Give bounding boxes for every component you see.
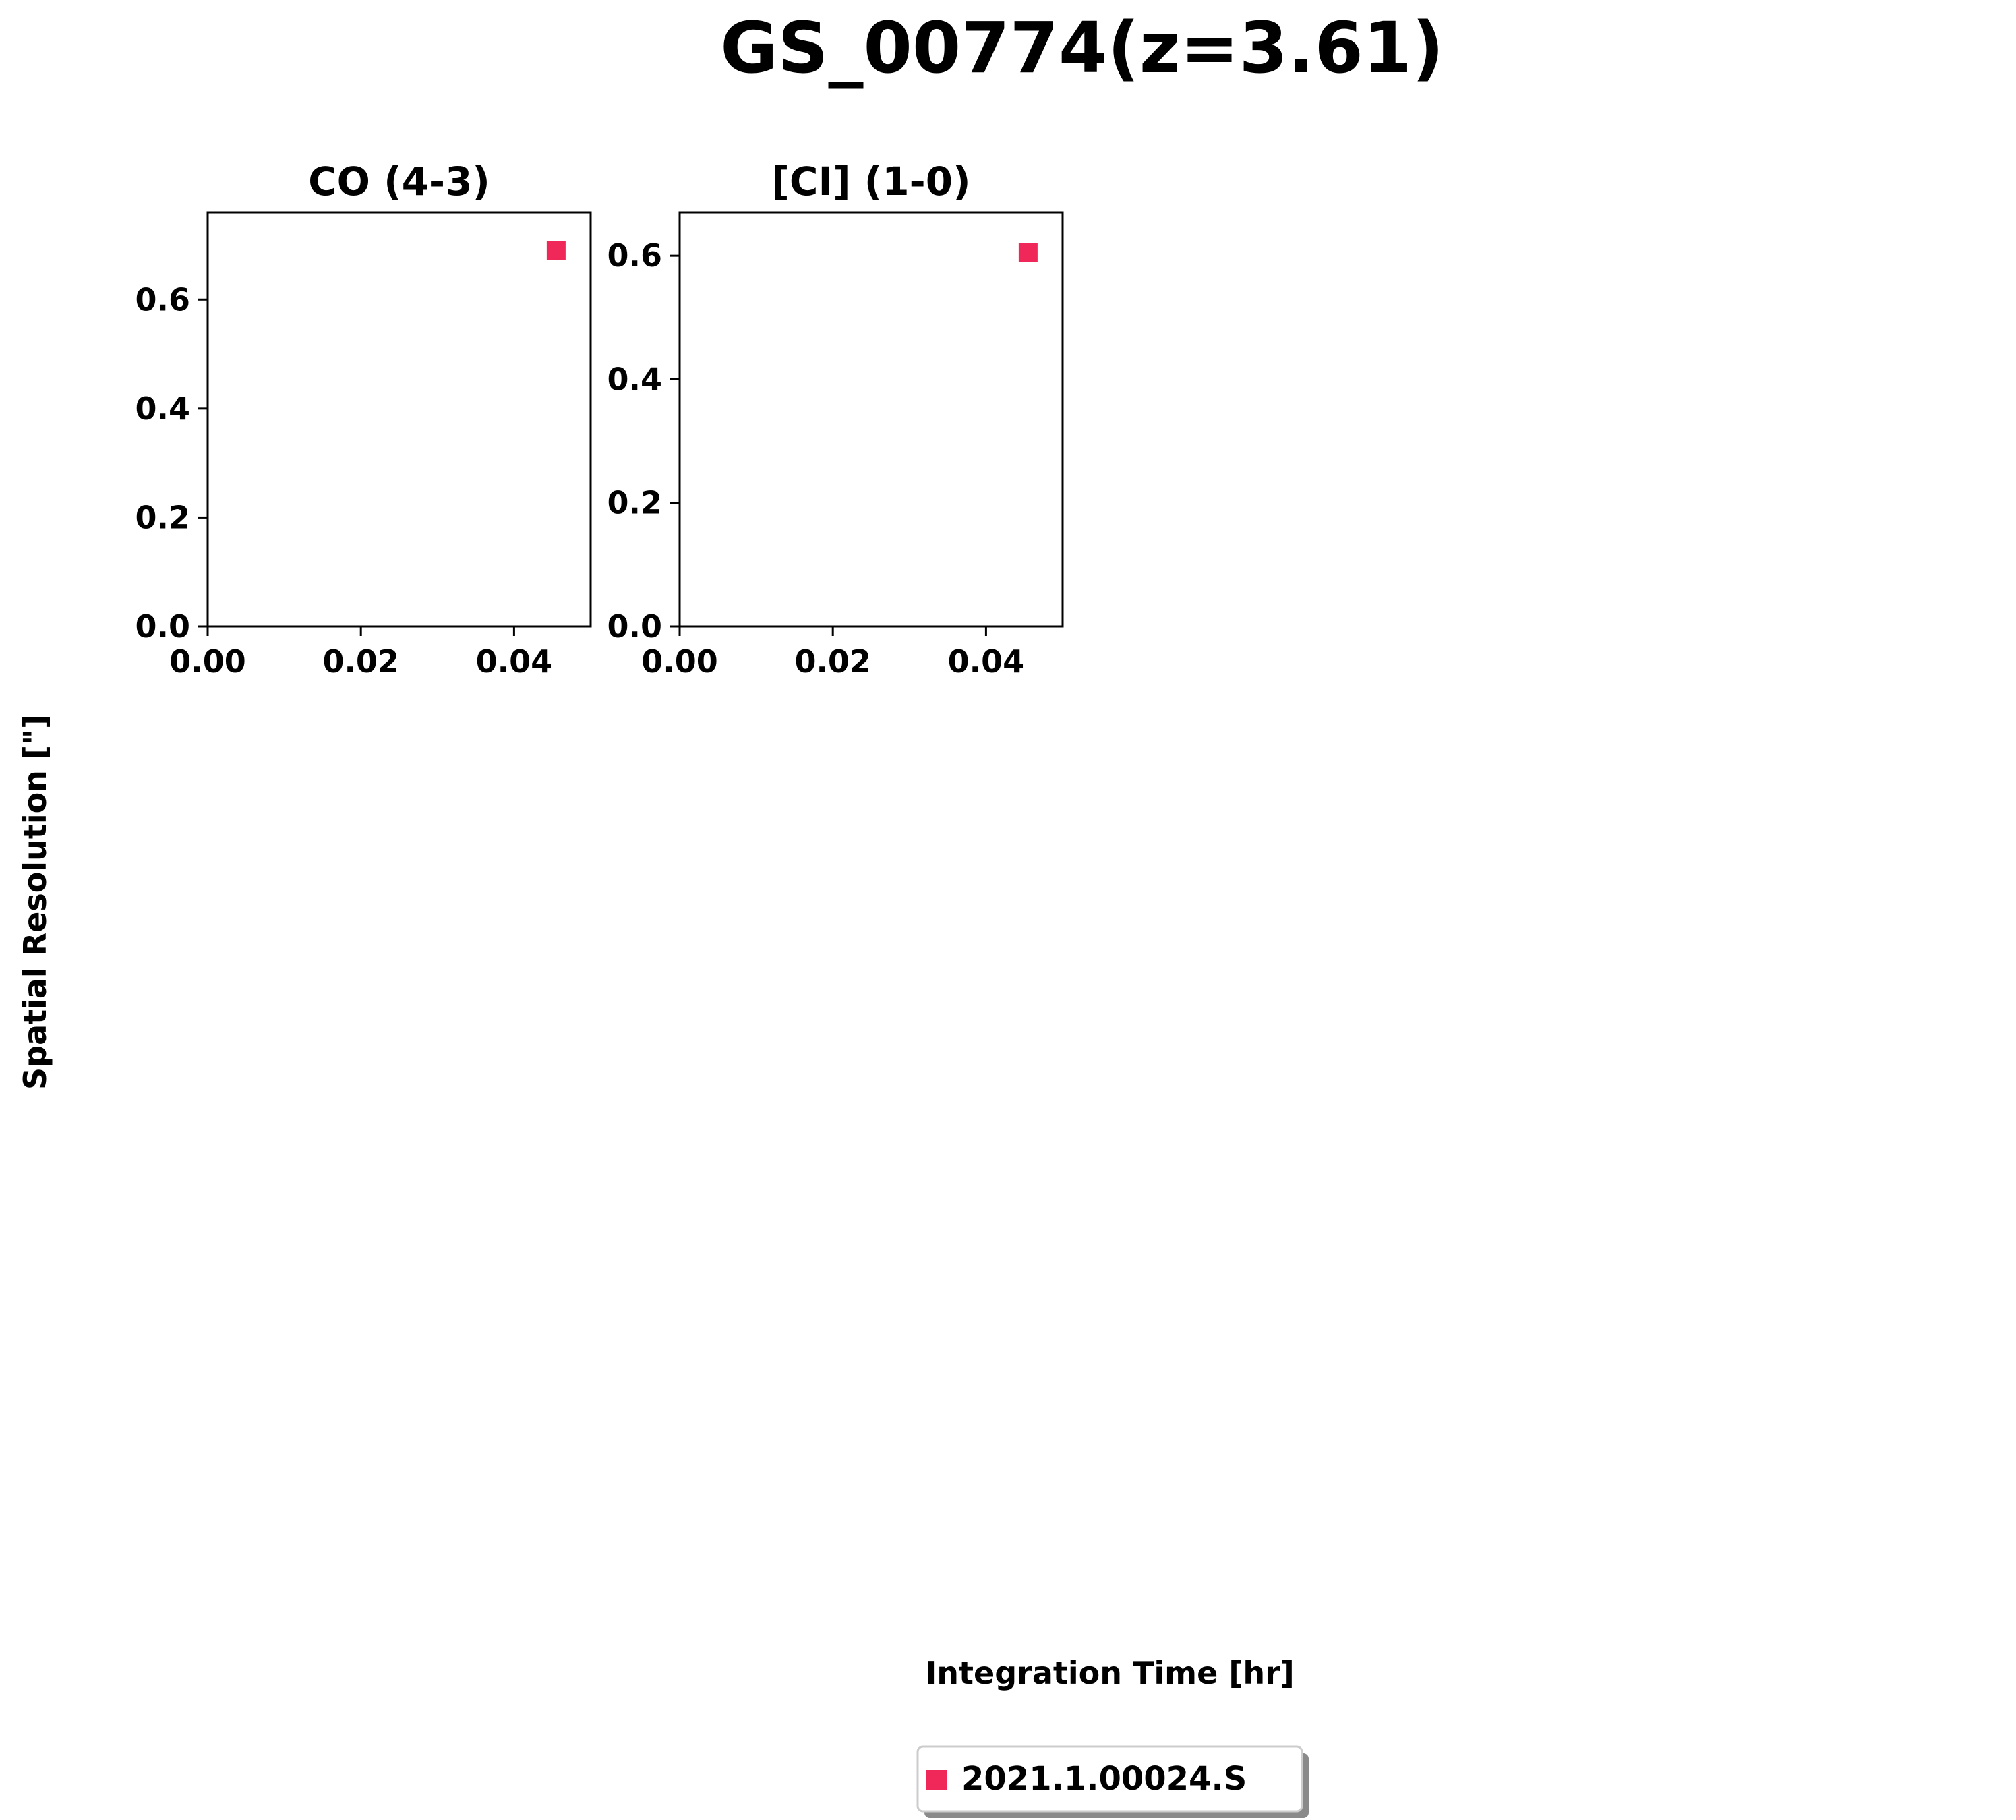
y-tick-label: 0.0 xyxy=(136,608,191,645)
data-point xyxy=(546,241,566,260)
x-tick-label: 0.04 xyxy=(948,643,1025,680)
legend-marker-square xyxy=(926,1770,947,1790)
y-tick-label: 0.2 xyxy=(607,485,663,521)
x-tick-label: 0.02 xyxy=(794,643,871,680)
y-tick-label: 0.6 xyxy=(136,281,191,318)
y-axis-label: Spatial Resolution ["] xyxy=(17,715,53,1090)
panel-title: CO (4-3) xyxy=(308,158,490,204)
legend-label: 2021.1.00024.S xyxy=(961,1760,1247,1798)
panel-co-4-3: CO (4-3) 0.0 0.2 0.4 0.6 0.00 0.02 0.04 xyxy=(136,158,592,680)
legend: 2021.1.00024.S xyxy=(916,1745,1309,1818)
figure-title: GS_00774(z=3.61) xyxy=(720,7,1444,89)
y-tick-label: 0.4 xyxy=(607,361,663,397)
panel-ci-1-0: [CI] (1-0) 0.0 0.2 0.4 0.6 0.00 0.02 0.04 xyxy=(607,158,1064,680)
x-tick-label: 0.04 xyxy=(476,643,553,680)
y-tick-label: 0.0 xyxy=(607,608,663,645)
x-tick-label: 0.02 xyxy=(322,643,399,680)
y-tick-label: 0.6 xyxy=(607,237,663,274)
x-tick-label: 0.00 xyxy=(641,643,718,680)
y-tick-label: 0.2 xyxy=(136,499,191,535)
y-tick-label: 0.4 xyxy=(136,390,191,427)
plot-frame xyxy=(678,211,1064,628)
x-axis-label: Integration Time [hr] xyxy=(925,1655,1295,1691)
legend-box xyxy=(916,1745,1303,1813)
data-point xyxy=(1018,243,1038,262)
panel-title: [CI] (1-0) xyxy=(771,158,970,204)
x-tick-label: 0.00 xyxy=(169,643,246,680)
plot-frame xyxy=(206,211,592,628)
